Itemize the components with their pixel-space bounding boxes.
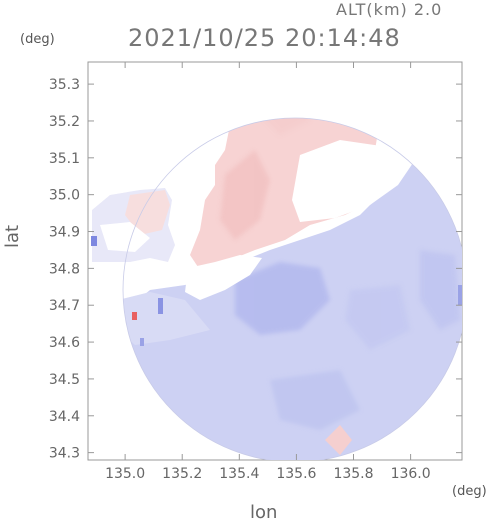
y-tick-label: 34.3	[49, 446, 80, 462]
clear-gap-northeast	[292, 140, 415, 222]
northwest-echo-white	[100, 222, 150, 252]
approaching-echo-core	[235, 262, 330, 335]
approaching-echo-south	[270, 370, 360, 430]
y-tick-label: 35.2	[49, 114, 80, 130]
receding-echo-south	[325, 425, 352, 455]
y-axis-ticks: 34.3 34.4 34.5 34.6 34.7 34.8 34.9 35.0 35.1 35.2…	[49, 77, 462, 462]
x-tick-label: 135.8	[333, 466, 373, 482]
y-unit-label: (deg)	[20, 32, 55, 47]
approaching-echo-east	[420, 250, 460, 330]
y-tick-label: 35.1	[49, 151, 80, 167]
clear-gap-band	[185, 255, 262, 300]
strong-approach-mark-2	[158, 298, 163, 314]
radar-range-ring	[122, 117, 462, 460]
x-unit-label: (deg)	[452, 484, 487, 499]
x-tick-label: 136.0	[391, 466, 431, 482]
x-tick-label: 135.2	[162, 466, 202, 482]
y-tick-label: 34.9	[49, 225, 80, 241]
strong-approach-mark-4	[458, 285, 462, 305]
y-tick-label: 34.5	[49, 372, 80, 388]
strong-recede-mark	[132, 312, 137, 320]
receding-echo-core	[220, 150, 270, 240]
x-tick-label: 135.6	[276, 466, 316, 482]
y-tick-label: 34.8	[49, 261, 80, 277]
x-axis-label: lon	[250, 502, 278, 523]
y-tick-label: 35.0	[49, 188, 80, 204]
altitude-title: ALT(km) 2.0	[336, 0, 443, 19]
strong-approach-mark-3	[140, 338, 144, 346]
approaching-echo-central	[345, 285, 410, 350]
x-tick-label: 135.4	[219, 466, 259, 482]
y-tick-label: 35.3	[49, 77, 80, 93]
x-axis-ticks: 135.0 135.2 135.4 135.6 135.8 136.0	[105, 62, 431, 482]
receding-echo-north	[260, 118, 310, 135]
y-tick-label: 34.4	[49, 409, 80, 425]
x-tick-label: 135.0	[105, 466, 145, 482]
y-tick-label: 34.6	[49, 335, 80, 351]
timestamp-title: 2021/10/25 20:14:48	[128, 24, 401, 52]
strong-approach-mark-1	[91, 236, 97, 246]
y-tick-label: 34.7	[49, 298, 80, 314]
approaching-echo-southwest	[123, 292, 210, 345]
